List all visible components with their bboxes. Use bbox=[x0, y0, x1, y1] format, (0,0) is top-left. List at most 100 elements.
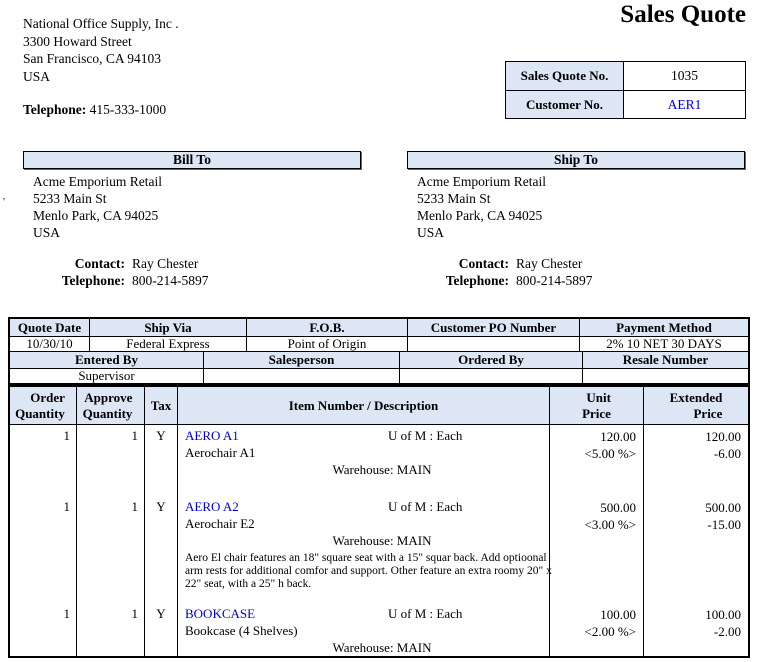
unit-price-cell: 120.00 <5.00 %> bbox=[550, 425, 644, 493]
order-qty-cell: 1 bbox=[10, 425, 77, 493]
fob-value: Point of Origin bbox=[247, 337, 408, 351]
quote-date-value: 10/30/10 bbox=[10, 337, 90, 351]
bill-to-contact-block: Contact: Ray Chester Telephone: 800-214-… bbox=[33, 256, 361, 289]
approve-quantity-header: Approve Quantity bbox=[77, 387, 145, 424]
telephone-value: 800-214-5897 bbox=[516, 272, 593, 288]
address-line: USA bbox=[33, 225, 61, 240]
company-phone-line: Telephone: 415-333-1000 bbox=[23, 101, 179, 119]
ship-to-header: Ship To bbox=[407, 151, 745, 169]
bill-to-section: Bill To Acme Emporium Retail 5233 Main S… bbox=[23, 151, 361, 289]
address-line: USA bbox=[417, 225, 445, 240]
address-line: 5233 Main St bbox=[33, 191, 107, 206]
resale-number-header: Resale Number bbox=[583, 352, 748, 368]
ship-via-header: Ship Via bbox=[90, 319, 247, 336]
extended-discount: -6.00 bbox=[713, 446, 741, 461]
contact-value: Ray Chester bbox=[516, 256, 583, 271]
item-description-cell: BOOKCASE U of M : Each Bookcase (4 Shelv… bbox=[178, 600, 550, 656]
company-phone-value: 415-333-1000 bbox=[89, 102, 167, 117]
company-phone-label: Telephone: bbox=[23, 102, 87, 117]
order-qty-cell: 1 bbox=[10, 600, 77, 656]
item-code-link[interactable]: BOOKCASE bbox=[185, 606, 256, 621]
item-long-description: Aero El chair features an 18" square sea… bbox=[185, 552, 552, 590]
approve-qty-cell: 1 bbox=[77, 493, 145, 600]
resale-number-value bbox=[583, 369, 748, 383]
table-row: 1 1 Y BOOKCASE U of M : Each Bookcase (4… bbox=[10, 600, 748, 656]
unit-price: 100.00 bbox=[600, 607, 636, 622]
item-code-line: AERO A2 U of M : Each bbox=[185, 499, 545, 516]
contact-label: Contact: bbox=[458, 256, 509, 271]
approve-qty-cell: 1 bbox=[77, 600, 145, 656]
customer-po-value bbox=[408, 337, 580, 351]
item-description-cell: AERO A1 U of M : Each Aerochair A1 Wareh… bbox=[178, 425, 550, 493]
page-title: Sales Quote bbox=[620, 1, 746, 28]
item-code-link[interactable]: AERO A1 bbox=[185, 428, 239, 443]
tax-cell: Y bbox=[145, 493, 178, 600]
telephone-row: Telephone: 800-214-5897 bbox=[417, 273, 745, 290]
unit-price: 120.00 bbox=[600, 429, 636, 444]
item-description-header: Item Number / Description bbox=[178, 387, 550, 424]
entered-by-header: Entered By bbox=[10, 352, 204, 368]
warehouse-label: Warehouse: MAIN bbox=[332, 640, 432, 655]
extended-price: 100.00 bbox=[705, 607, 741, 622]
tax-header: Tax bbox=[145, 387, 178, 424]
customer-number-link[interactable]: AER1 bbox=[667, 96, 702, 112]
extended-discount: -2.00 bbox=[713, 624, 741, 639]
order-info-value-row-1: 10/30/10 Federal Express Point of Origin… bbox=[10, 337, 748, 352]
order-info-value-row-2: Supervisor bbox=[10, 369, 748, 383]
company-block: National Office Supply, Inc . 3300 Howar… bbox=[23, 15, 179, 119]
extended-price-header: Extended Price bbox=[669, 389, 723, 421]
item-name: Aerochair E2 bbox=[185, 516, 255, 531]
item-name: Aerochair A1 bbox=[185, 445, 256, 460]
extended-price: 120.00 bbox=[705, 429, 741, 444]
discount-percent: <2.00 %> bbox=[584, 624, 637, 639]
unit-of-measure: U of M : Each bbox=[388, 606, 463, 621]
extended-price: 500.00 bbox=[705, 500, 741, 515]
unit-price-cell: 100.00 <2.00 %> bbox=[550, 600, 644, 656]
bill-to-header: Bill To bbox=[23, 151, 361, 169]
line-items-body: 1 1 Y AERO A1 U of M : Each Aerochair A1… bbox=[10, 425, 748, 656]
payment-method-header: Payment Method bbox=[580, 319, 748, 336]
order-qty-cell: 1 bbox=[10, 493, 77, 600]
ordered-by-value bbox=[400, 369, 583, 383]
unit-price-cell: 500.00 <3.00 %> bbox=[550, 493, 644, 600]
extended-discount: -15.00 bbox=[707, 517, 741, 532]
discount-percent: <3.00 %> bbox=[584, 517, 637, 532]
unit-price: 500.00 bbox=[600, 500, 636, 515]
telephone-row: Telephone: 800-214-5897 bbox=[33, 273, 361, 290]
contact-label: Contact: bbox=[74, 256, 125, 271]
order-info-header-row-1: Quote Date Ship Via F.O.B. Customer PO N… bbox=[10, 319, 748, 337]
address-line: Acme Emporium Retail bbox=[417, 174, 546, 189]
order-quantity-header: Order Quantity bbox=[10, 387, 77, 424]
telephone-label: Telephone: bbox=[445, 272, 509, 288]
quote-number-label: Sales Quote No. bbox=[506, 62, 624, 90]
bill-to-address: Acme Emporium Retail 5233 Main St Menlo … bbox=[33, 173, 361, 289]
quote-date-header: Quote Date bbox=[10, 319, 90, 336]
quote-info-table: Sales Quote No. 1035 Customer No. AER1 bbox=[505, 61, 746, 119]
unit-of-measure: U of M : Each bbox=[388, 499, 463, 514]
unit-of-measure: U of M : Each bbox=[388, 428, 463, 443]
quote-number-row: Sales Quote No. 1035 bbox=[506, 62, 745, 90]
ship-to-address: Acme Emporium Retail 5233 Main St Menlo … bbox=[417, 173, 745, 289]
company-address: 3300 Howard Street bbox=[23, 33, 132, 49]
order-info-table: Quote Date Ship Via F.O.B. Customer PO N… bbox=[8, 317, 750, 385]
address-line: 5233 Main St bbox=[417, 191, 491, 206]
item-code-link[interactable]: AERO A2 bbox=[185, 499, 239, 514]
address-line: Menlo Park, CA 94025 bbox=[417, 208, 543, 223]
order-info-header-row-2: Entered By Salesperson Ordered By Resale… bbox=[10, 352, 748, 369]
customer-po-header: Customer PO Number bbox=[408, 319, 580, 336]
payment-method-value: 2% 10 NET 30 DAYS bbox=[606, 337, 722, 351]
warehouse-label: Warehouse: MAIN bbox=[332, 462, 432, 477]
contact-row: Contact: Ray Chester bbox=[417, 256, 745, 273]
contact-value: Ray Chester bbox=[132, 256, 199, 271]
address-line: Menlo Park, CA 94025 bbox=[33, 208, 159, 223]
ordered-by-header: Ordered By bbox=[400, 352, 583, 368]
telephone-value: 800-214-5897 bbox=[132, 272, 209, 288]
tax-cell: Y bbox=[145, 425, 178, 493]
line-items-table: Order Quantity Approve Quantity Tax Item… bbox=[8, 385, 750, 658]
fob-header: F.O.B. bbox=[247, 319, 408, 336]
discount-percent: <5.00 %> bbox=[584, 446, 637, 461]
ship-to-contact-block: Contact: Ray Chester Telephone: 800-214-… bbox=[417, 256, 745, 289]
ship-to-section: Ship To Acme Emporium Retail 5233 Main S… bbox=[407, 151, 745, 289]
customer-number-label: Customer No. bbox=[506, 91, 624, 118]
